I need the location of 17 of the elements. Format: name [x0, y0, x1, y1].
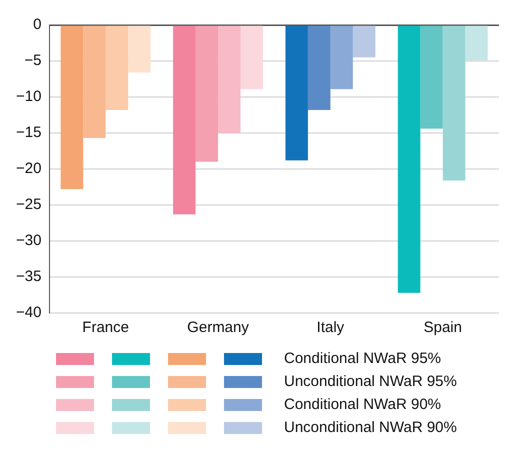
x-tick-label: Germany — [187, 319, 250, 336]
y-tick-label: −10 — [16, 88, 42, 106]
legend-label: Unconditional NWaR 90% — [284, 419, 457, 436]
x-tick-label: Italy — [316, 319, 345, 336]
legend-label: Unconditional NWaR 95% — [284, 373, 457, 390]
y-tick-label: −5 — [24, 52, 42, 70]
x-tick-label: Spain — [424, 319, 462, 336]
y-tick-label: 0 — [33, 16, 42, 34]
y-tick-label: −35 — [16, 268, 42, 286]
x-tick-label: France — [82, 319, 129, 336]
y-tick-label: −15 — [16, 124, 42, 142]
y-tick-label: −20 — [16, 160, 42, 178]
legend-label: Conditional NWaR 90% — [284, 396, 442, 413]
y-tick-label: −25 — [16, 196, 42, 214]
y-tick-label: −40 — [16, 304, 42, 322]
legend-label: Conditional NWaR 95% — [284, 350, 442, 367]
y-tick-label: −30 — [16, 232, 42, 250]
